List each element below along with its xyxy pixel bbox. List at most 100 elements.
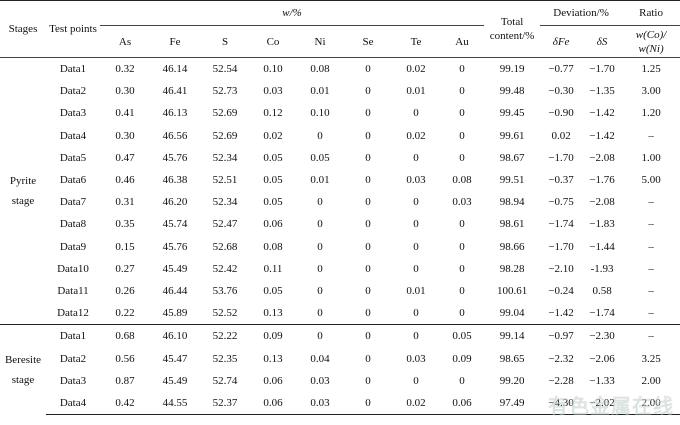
value-cell-as: 0.68	[100, 324, 150, 348]
value-cell-se: 0	[365, 107, 371, 120]
test-point-cell: Data10	[57, 262, 89, 275]
value-cell-ds: −1.76	[589, 174, 615, 187]
value-cell-ds: −1.33	[589, 374, 615, 387]
value-cell-ni: 0	[317, 284, 323, 297]
value-cell-ds: −1.44	[589, 240, 615, 253]
value-cell-fe: 45.49	[162, 374, 188, 387]
value-cell-co: 0.06	[263, 218, 283, 231]
value-cell-te: 0.03	[406, 174, 426, 187]
value-cell-te: 0	[413, 307, 419, 320]
value-cell-se: 0	[365, 85, 371, 98]
value-cell-fe: 46.10	[150, 324, 200, 348]
value-cell-au: 0.08	[452, 174, 472, 187]
test-point-cell: Data12	[57, 307, 89, 320]
value-cell-ratio: –	[648, 240, 654, 253]
value-cell-ratio: –	[648, 262, 654, 275]
table-row: Beresite stage Data1 0.68 46.10 52.22 0.09 0 0 0 0…	[0, 324, 680, 415]
value-cell-as: 0.47	[115, 151, 135, 164]
value-cell-te: 0	[413, 374, 419, 387]
value-cell-fe: 45.89	[162, 307, 188, 320]
stage-label: Pyrite stage	[0, 56, 46, 325]
value-cell-ds: −2.06	[589, 352, 615, 365]
value-cell-ni: 0	[296, 324, 344, 348]
table-row: Data8 0.35 45.74 52.47 0.06 0 0 0 0 98.61 −1.74 −1.…	[0, 213, 680, 235]
value-cell-ni: 0.03	[310, 374, 330, 387]
value-cell-ratio: 2.00	[641, 374, 661, 387]
value-cell-s: 52.34	[212, 196, 238, 209]
value-cell-ds: -1.93	[590, 262, 614, 275]
value-cell-ni: 0.05	[310, 151, 330, 164]
value-cell-te: 0.01	[406, 284, 426, 297]
value-cell-ds: −1.42	[589, 129, 615, 142]
value-cell-total: 99.48	[499, 85, 525, 98]
value-cell-total: 99.04	[499, 307, 525, 320]
value-cell-au: 0.09	[452, 352, 472, 365]
value-cell-total: 99.51	[499, 174, 525, 187]
value-cell-ratio: –	[648, 196, 654, 209]
value-cell-se: 0	[365, 374, 371, 387]
value-cell-au: 0	[459, 129, 465, 142]
value-cell-as: 0.35	[115, 218, 135, 231]
table-row: Data5 0.47 45.76 52.34 0.05 0.05 0 0 0 98.67 −1.70…	[0, 147, 680, 169]
value-cell-fe: 46.13	[162, 107, 188, 120]
deviation-header: Deviation/%	[540, 0, 623, 26]
value-cell-s: 52.34	[212, 151, 238, 164]
table-row: Data10 0.27 45.49 52.42 0.11 0 0 0 0 98.28 −2.10 -1…	[0, 258, 680, 280]
value-cell-as: 0.30	[115, 85, 135, 98]
element-header: Se	[362, 35, 374, 48]
element-header: Ni	[314, 35, 326, 48]
value-cell-au: 0.06	[440, 391, 485, 415]
value-cell-co: 0.12	[263, 107, 283, 120]
composition-table: Stages Test points w/% Total content/% D…	[0, 0, 680, 415]
value-cell-co: 0.06	[250, 391, 296, 415]
element-header: Au	[455, 35, 469, 48]
value-cell-au: 0	[459, 307, 465, 320]
value-cell-as: 0.15	[115, 240, 135, 253]
value-cell-ratio: –	[648, 284, 654, 297]
value-cell-as: 0.41	[115, 107, 135, 120]
value-cell-ratio: 1.20	[641, 107, 661, 120]
value-cell-total: 98.94	[499, 196, 525, 209]
table-row: Data12 0.22 45.89 52.52 0.13 0 0 0 0 99.04 −1.42 −1…	[0, 302, 680, 325]
value-cell-co: 0.08	[263, 240, 283, 253]
value-cell-fe: 45.49	[162, 262, 188, 275]
stage-name: Pyrite	[9, 175, 37, 188]
value-cell-te: 0	[413, 218, 419, 231]
value-cell-as: 0.56	[115, 352, 135, 365]
value-cell-ds: −2.08	[589, 151, 615, 164]
element-header: Te	[410, 35, 422, 48]
stage-name: Beresite	[4, 353, 42, 366]
value-cell-dfe: −1.70	[548, 151, 574, 164]
table-row: Data2 0.30 46.41 52.73 0.03 0.01 0 0.01 0 99.48 −0…	[0, 80, 680, 102]
value-cell-ni: 0	[317, 129, 323, 142]
value-cell-dfe: −0.37	[548, 174, 574, 187]
value-cell-se: 0	[365, 284, 371, 297]
test-point-cell: Data3	[59, 107, 87, 120]
ratio-formula-header: w(Co)/ w(Ni)	[622, 26, 680, 58]
element-header: As	[118, 35, 132, 48]
value-cell-ds: −1.70	[582, 57, 623, 81]
value-cell-te: 0	[413, 151, 419, 164]
value-cell-dfe: −1.74	[548, 218, 574, 231]
value-cell-s: 52.51	[212, 174, 238, 187]
value-cell-s: 52.35	[212, 352, 238, 365]
element-header: S	[221, 35, 229, 48]
value-cell-ni: 0	[317, 262, 323, 275]
value-cell-ratio: 1.25	[622, 57, 680, 81]
test-point-cell: Data8	[59, 218, 87, 231]
stages-header: Stages	[0, 0, 46, 58]
value-cell-dfe: −0.97	[540, 324, 583, 348]
value-cell-ratio: –	[648, 307, 654, 320]
value-cell-ni: 0.04	[310, 352, 330, 365]
table-row: Data9 0.15 45.76 52.68 0.08 0 0 0 0 98.66 −1.70 −1.…	[0, 236, 680, 258]
value-cell-total: 98.61	[499, 218, 525, 231]
table-row: Data4 0.42 44.55 52.37 0.06 0.03 0 0.02 0.06 97.4…	[0, 391, 680, 415]
value-cell-au: 0	[459, 151, 465, 164]
table-row: Data3 0.41 46.13 52.69 0.12 0.10 0 0 0 99.45 −0.90…	[0, 102, 680, 124]
value-cell-te: 0	[413, 196, 419, 209]
value-cell-co: 0.09	[250, 324, 296, 348]
test-point-cell: Data5	[59, 151, 87, 164]
value-cell-s: 52.74	[212, 374, 238, 387]
value-cell-fe: 45.74	[162, 218, 188, 231]
test-point-cell: Data2	[59, 352, 87, 365]
